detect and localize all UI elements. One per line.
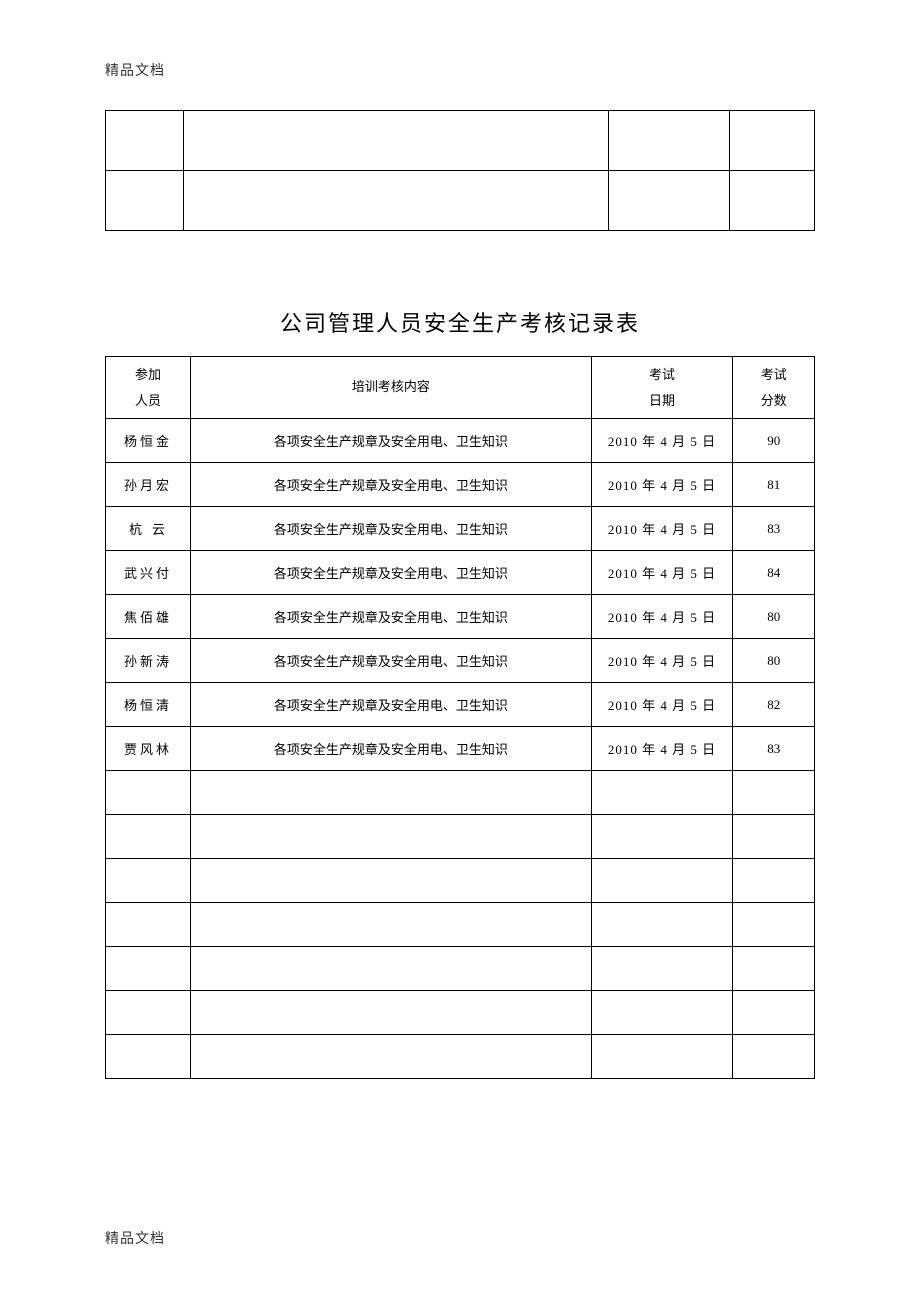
table-row: 杭云各项安全生产规章及安全用电、卫生知识2010 年 4 月 5 日83 <box>106 507 815 551</box>
table-cell <box>729 111 814 171</box>
table-row: 孙新涛各项安全生产规章及安全用电、卫生知识2010 年 4 月 5 日80 <box>106 639 815 683</box>
cell-exam-date: 2010 年 4 月 5 日 <box>591 463 733 507</box>
table-cell <box>609 111 730 171</box>
table-row <box>106 111 815 171</box>
table-row <box>106 859 815 903</box>
cell-participant-name: 杨恒金 <box>106 419 191 463</box>
table-cell <box>733 991 815 1035</box>
table-cell <box>591 903 733 947</box>
table-cell <box>591 991 733 1035</box>
cell-exam-date: 2010 年 4 月 5 日 <box>591 727 733 771</box>
cell-training-content: 各项安全生产规章及安全用电、卫生知识 <box>191 419 592 463</box>
cell-exam-score: 80 <box>733 595 815 639</box>
table-cell <box>191 1035 592 1079</box>
cell-exam-score: 80 <box>733 639 815 683</box>
table-cell <box>191 815 592 859</box>
cell-exam-date: 2010 年 4 月 5 日 <box>591 639 733 683</box>
cell-training-content: 各项安全生产规章及安全用电、卫生知识 <box>191 683 592 727</box>
assessment-record-table: 参加 人员 培训考核内容 考试 日期 考试 分数 <box>105 356 815 1079</box>
document-title: 公司管理人员安全生产考核记录表 <box>105 306 815 338</box>
table-cell <box>733 815 815 859</box>
cell-exam-score: 83 <box>733 507 815 551</box>
table-row <box>106 1035 815 1079</box>
table-row: 杨恒金各项安全生产规章及安全用电、卫生知识2010 年 4 月 5 日90 <box>106 419 815 463</box>
table-cell <box>106 815 191 859</box>
table-header-row: 参加 人员 培训考核内容 考试 日期 考试 分数 <box>106 357 815 419</box>
table-cell <box>106 859 191 903</box>
table-row: 焦佰雄各项安全生产规章及安全用电、卫生知识2010 年 4 月 5 日80 <box>106 595 815 639</box>
table-cell <box>191 859 592 903</box>
table-cell <box>591 1035 733 1079</box>
table-cell <box>191 903 592 947</box>
table-cell <box>733 771 815 815</box>
cell-participant-name: 焦佰雄 <box>106 595 191 639</box>
table-cell <box>183 171 608 231</box>
table-row: 孙月宏各项安全生产规章及安全用电、卫生知识2010 年 4 月 5 日81 <box>106 463 815 507</box>
cell-exam-date: 2010 年 4 月 5 日 <box>591 507 733 551</box>
table-cell <box>591 815 733 859</box>
column-header-name: 参加 人员 <box>106 357 191 419</box>
table-row: 杨恒清各项安全生产规章及安全用电、卫生知识2010 年 4 月 5 日82 <box>106 683 815 727</box>
table-cell <box>106 771 191 815</box>
document-page: 精品文档 公司管理人员安全生产考核记录表 参加 人员 培训考核内容 考试 日期 <box>0 0 920 1119</box>
table-cell <box>106 903 191 947</box>
table-cell <box>183 111 608 171</box>
table-cell <box>609 171 730 231</box>
table-cell <box>106 171 184 231</box>
cell-training-content: 各项安全生产规章及安全用电、卫生知识 <box>191 639 592 683</box>
table-cell <box>729 171 814 231</box>
table-cell <box>733 947 815 991</box>
cell-exam-score: 84 <box>733 551 815 595</box>
table-cell <box>106 947 191 991</box>
cell-exam-date: 2010 年 4 月 5 日 <box>591 551 733 595</box>
table-cell <box>591 771 733 815</box>
page-footer: 精品文档 <box>105 1228 165 1248</box>
table-cell <box>733 859 815 903</box>
cell-training-content: 各项安全生产规章及安全用电、卫生知识 <box>191 595 592 639</box>
cell-participant-name: 武兴付 <box>106 551 191 595</box>
cell-exam-date: 2010 年 4 月 5 日 <box>591 683 733 727</box>
top-continuation-table <box>105 110 815 231</box>
table-cell <box>191 947 592 991</box>
page-header: 精品文档 <box>105 60 815 80</box>
cell-participant-name: 孙新涛 <box>106 639 191 683</box>
table-cell <box>106 991 191 1035</box>
cell-participant-name: 杭云 <box>106 507 191 551</box>
table-row <box>106 171 815 231</box>
column-header-score: 考试 分数 <box>733 357 815 419</box>
table-cell <box>591 859 733 903</box>
table-row <box>106 903 815 947</box>
cell-participant-name: 贾风林 <box>106 727 191 771</box>
table-cell <box>591 947 733 991</box>
table-row <box>106 771 815 815</box>
table-cell <box>191 771 592 815</box>
table-cell <box>106 1035 191 1079</box>
column-header-date: 考试 日期 <box>591 357 733 419</box>
cell-exam-score: 90 <box>733 419 815 463</box>
cell-training-content: 各项安全生产规章及安全用电、卫生知识 <box>191 727 592 771</box>
cell-exam-score: 82 <box>733 683 815 727</box>
table-cell <box>106 111 184 171</box>
cell-participant-name: 杨恒清 <box>106 683 191 727</box>
table-cell <box>733 1035 815 1079</box>
column-header-content: 培训考核内容 <box>191 357 592 419</box>
table-row <box>106 815 815 859</box>
table-row: 贾风林各项安全生产规章及安全用电、卫生知识2010 年 4 月 5 日83 <box>106 727 815 771</box>
cell-training-content: 各项安全生产规章及安全用电、卫生知识 <box>191 463 592 507</box>
cell-exam-score: 83 <box>733 727 815 771</box>
cell-training-content: 各项安全生产规章及安全用电、卫生知识 <box>191 551 592 595</box>
cell-training-content: 各项安全生产规章及安全用电、卫生知识 <box>191 507 592 551</box>
table-cell <box>733 903 815 947</box>
table-row: 武兴付各项安全生产规章及安全用电、卫生知识2010 年 4 月 5 日84 <box>106 551 815 595</box>
table-cell <box>191 991 592 1035</box>
cell-participant-name: 孙月宏 <box>106 463 191 507</box>
cell-exam-date: 2010 年 4 月 5 日 <box>591 595 733 639</box>
table-row <box>106 991 815 1035</box>
cell-exam-score: 81 <box>733 463 815 507</box>
table-row <box>106 947 815 991</box>
cell-exam-date: 2010 年 4 月 5 日 <box>591 419 733 463</box>
